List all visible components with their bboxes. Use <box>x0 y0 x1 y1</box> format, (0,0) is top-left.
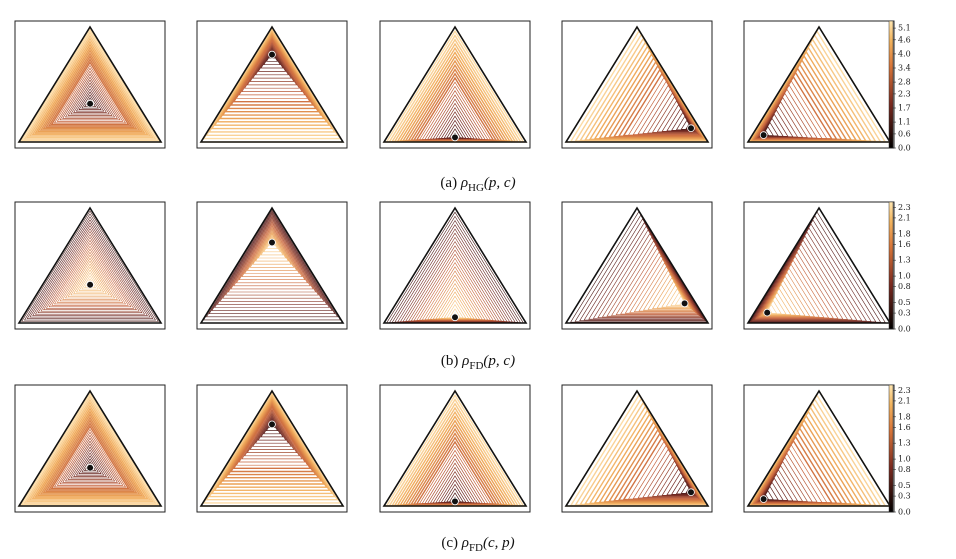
colorbar-tick-label: 3.4 <box>898 64 911 73</box>
colorbar: 5.1 4.6 4.0 3.4 2.8 2.3 1.7 1.1 0.6 0.0 <box>889 21 911 153</box>
ternary-panel <box>562 21 712 148</box>
row-2: 2.32.1 1.8 1.6 1.3 1.00.8 0.5 0.3 0.0 <box>15 385 911 517</box>
colorbar-tick-label: 2.3 <box>898 386 911 395</box>
ternary-panel <box>562 385 712 512</box>
colorbar-tick-label: 0.3 <box>898 309 911 318</box>
ternary-panel <box>197 202 347 329</box>
minimum-point <box>452 498 459 505</box>
colorbar-tick-label: 0.0 <box>898 144 911 153</box>
caption-a: (a) ρHG(p, c) <box>0 175 956 194</box>
ternary-panel <box>562 202 712 329</box>
colorbar-tick-label: 1.7 <box>898 104 911 113</box>
colorbar-tick-label: 0.8 <box>898 282 911 291</box>
ternary-panel <box>380 202 530 329</box>
colorbar-tick-label: 1.6 <box>898 423 911 432</box>
ternary-panel <box>380 385 530 512</box>
colorbar-tick-label: 5.1 <box>898 24 911 33</box>
minimum-point <box>87 100 94 107</box>
colorbar-tick-label: 0.5 <box>898 298 911 307</box>
colorbar-tick-label: 2.8 <box>898 78 911 87</box>
colorbar-tick-label: 0.5 <box>898 481 911 490</box>
colorbar-tick-label: 1.1 <box>898 118 911 127</box>
colorbar-tick-label: 2.1 <box>898 213 911 222</box>
colorbar-tick-label: 1.3 <box>898 256 911 265</box>
ternary-panel <box>380 21 530 148</box>
colorbar-tick-label: 1.0 <box>898 272 911 281</box>
ternary-panel <box>744 385 894 512</box>
colorbar: 2.32.1 1.8 1.6 1.3 1.00.8 0.5 0.3 0.0 <box>889 385 911 517</box>
minimum-point <box>760 496 767 503</box>
minimum-point <box>760 132 767 139</box>
row-1: 2.32.1 1.8 1.6 1.3 1.00.8 0.5 0.3 0.0 <box>15 202 911 334</box>
minimum-point <box>452 134 459 141</box>
colorbar-tick-label: 0.3 <box>898 492 911 501</box>
ternary-panel <box>197 21 347 148</box>
colorbar-tick-label: 1.8 <box>898 412 911 421</box>
row-0: 5.1 4.6 4.0 3.4 2.8 2.3 1.7 1.1 0.6 0.0 <box>15 21 911 153</box>
colorbar-tick-label: 0.0 <box>898 325 911 334</box>
colorbar-tick-label: 2.1 <box>898 396 911 405</box>
minimum-point <box>269 421 276 428</box>
ternary-panel <box>15 202 165 329</box>
minimum-point <box>764 309 771 316</box>
ternary-panel <box>15 385 165 512</box>
minimum-point <box>688 125 695 132</box>
colorbar-tick-label: 4.6 <box>898 35 911 44</box>
minimum-point <box>87 281 94 288</box>
minimum-point <box>269 239 276 246</box>
colorbar-tick-label: 1.0 <box>898 455 911 464</box>
minimum-point <box>681 300 688 307</box>
colorbar-tick-label: 1.6 <box>898 240 911 249</box>
minimum-point <box>452 314 459 321</box>
ternary-panel <box>197 385 347 512</box>
colorbar-tick-label: 2.3 <box>898 203 911 212</box>
colorbar-tick-label: 2.3 <box>898 89 911 98</box>
colorbar-tick-label: 0.0 <box>898 508 911 517</box>
minimum-point <box>688 489 695 496</box>
ternary-panel <box>744 21 894 148</box>
minimum-point <box>269 51 276 58</box>
colorbar: 2.32.1 1.8 1.6 1.3 1.00.8 0.5 0.3 0.0 <box>889 202 911 334</box>
ternary-panel <box>744 202 894 329</box>
minimum-point <box>87 464 94 471</box>
caption-b: (b) ρFD(p, c) <box>0 353 956 372</box>
colorbar-tick-label: 1.8 <box>898 229 911 238</box>
colorbar-tick-label: 0.6 <box>898 129 911 138</box>
colorbar-tick-label: 0.8 <box>898 465 911 474</box>
colorbar-tick-label: 1.3 <box>898 439 911 448</box>
caption-c: (c) ρFD(c, p) <box>0 535 956 554</box>
colorbar-tick-label: 4.0 <box>898 49 911 58</box>
ternary-panel <box>15 21 165 148</box>
